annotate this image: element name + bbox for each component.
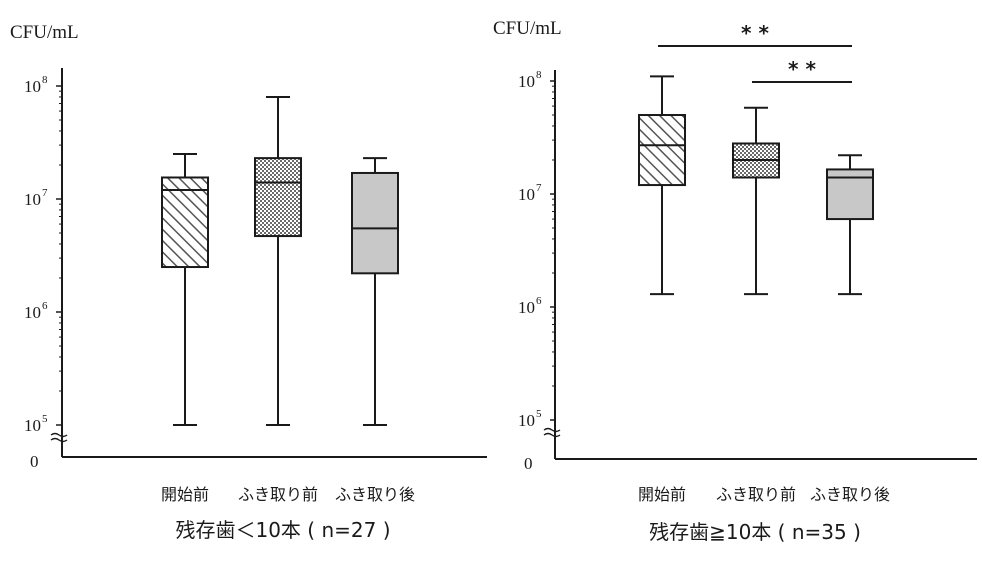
y-axis-label: CFU/mL	[493, 18, 562, 39]
y-tick-exponent: 5	[536, 408, 542, 420]
axis-break-mark	[543, 427, 561, 433]
y-tick-label: 10	[24, 77, 41, 96]
significance-mark: * *	[788, 57, 816, 81]
y-tick-exponent: 8	[42, 74, 48, 86]
category-label: ふき取り後	[810, 485, 890, 504]
y-tick-label: 10	[24, 190, 41, 209]
y-tick-label: 10	[518, 185, 535, 204]
y-zero-label: 0	[524, 454, 533, 473]
y-axis-label: CFU/mL	[10, 22, 79, 43]
category-label: ふき取り後	[335, 485, 415, 504]
axis-break-mark	[543, 432, 561, 438]
panel-title: 残存歯≧10本 ( n=35 )	[649, 520, 861, 544]
y-tick-exponent: 8	[536, 69, 542, 81]
y-tick-label: 10	[24, 416, 41, 435]
panel-title: 残存歯＜10本 ( n=27 )	[175, 518, 390, 542]
y-tick-exponent: 5	[42, 413, 48, 425]
y-tick-label: 10	[518, 411, 535, 430]
category-label: ふき取り前	[716, 485, 796, 504]
y-zero-label: 0	[30, 452, 39, 471]
box-1	[638, 114, 686, 187]
axis-break-mark	[50, 432, 68, 438]
y-tick-label: 10	[518, 72, 535, 91]
category-label: 開始前	[161, 485, 209, 504]
y-tick-label: 10	[24, 303, 41, 322]
y-tick-label: 10	[518, 298, 535, 317]
significance-mark: * *	[741, 21, 769, 45]
y-tick-exponent: 6	[42, 300, 48, 312]
y-tick-exponent: 7	[42, 187, 48, 199]
box-1	[161, 176, 209, 269]
y-tick-exponent: 7	[536, 182, 542, 194]
box-2	[254, 157, 302, 238]
box-3	[351, 171, 399, 275]
category-label: ふき取り前	[238, 485, 318, 504]
axis-break-mark	[50, 437, 68, 443]
category-label: 開始前	[638, 485, 686, 504]
y-tick-exponent: 6	[536, 295, 542, 307]
